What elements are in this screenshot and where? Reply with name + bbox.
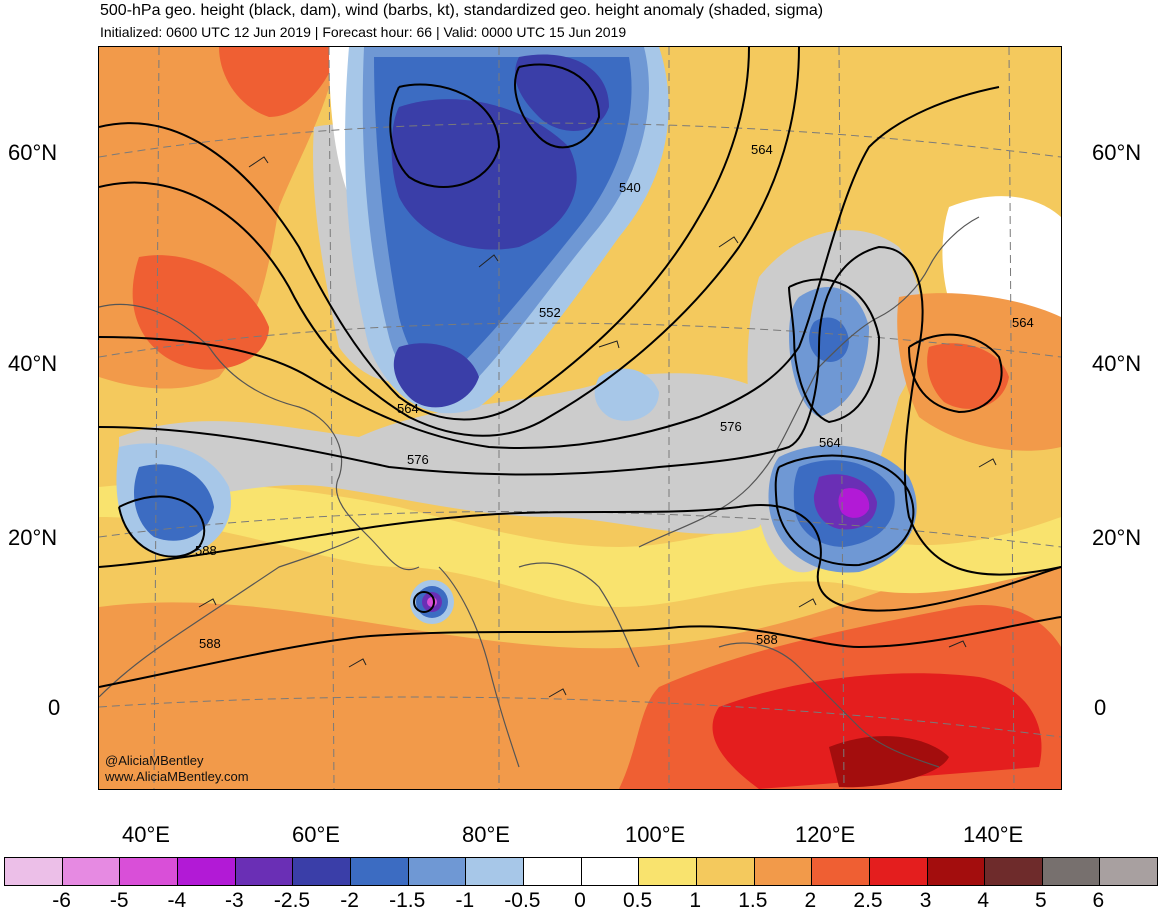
lon-label-120e: 120°E bbox=[795, 822, 856, 847]
contour-label-576-w: 576 bbox=[407, 452, 429, 467]
anomaly-region-very-strong-positive bbox=[712, 673, 1042, 789]
map-panel: 540 552 564 576 588 564 564 576 588 588 … bbox=[98, 46, 1062, 790]
colorbar-tick-label: -4 bbox=[167, 889, 187, 912]
cyclone-core bbox=[427, 597, 437, 607]
contour-label-540: 540 bbox=[619, 180, 641, 195]
colorbar-tick-label: -6 bbox=[52, 889, 71, 912]
contour-label-588-sw: 588 bbox=[199, 636, 221, 651]
lon-label-100e: 100°E bbox=[625, 822, 686, 847]
lon-label-140e: 140°E bbox=[963, 822, 1024, 847]
anomaly-region-strong-negative-s bbox=[393, 343, 479, 408]
contour-label-564-w: 564 bbox=[397, 401, 419, 416]
lat-label-0-left: 0 bbox=[48, 695, 61, 720]
colorbar-tick-label: 1 bbox=[689, 889, 702, 912]
colorbar-cell bbox=[177, 858, 236, 885]
anomaly-region-strong-positive-n bbox=[219, 47, 339, 117]
colorbar-tick-label: 0.5 bbox=[622, 889, 653, 912]
colorbar-cell bbox=[812, 858, 870, 885]
colorbar-cell bbox=[235, 858, 294, 885]
colorbar-tick-label: 1.5 bbox=[738, 889, 768, 912]
colorbar-cell bbox=[62, 858, 121, 885]
lat-label-0-right: 0 bbox=[1094, 695, 1107, 720]
lat-label-60n-left: 60°N bbox=[8, 140, 58, 165]
colorbar-cell bbox=[639, 858, 697, 885]
contour-label-576-e: 576 bbox=[720, 419, 742, 434]
colorbar-tick-label: -1.5 bbox=[389, 889, 426, 912]
lon-label-80e: 80°E bbox=[462, 822, 510, 847]
colorbar-tick-label: -3 bbox=[225, 889, 244, 912]
contour-label-564-n: 564 bbox=[751, 142, 773, 157]
map-title: 500-hPa geo. height (black, dam), wind (… bbox=[100, 2, 824, 19]
colorbar-tick-label: 2 bbox=[804, 889, 817, 912]
lat-label-40n-left: 40°N bbox=[8, 351, 58, 376]
lon-label-40e: 40°E bbox=[122, 822, 170, 847]
colorbar-tick-label: 0 bbox=[574, 889, 586, 912]
anomaly-region-strong-negative-n bbox=[515, 54, 609, 131]
colorbar-cell bbox=[120, 858, 178, 885]
colorbar-cell bbox=[293, 858, 351, 885]
lat-label-20n-right: 20°N bbox=[1092, 525, 1142, 550]
coastlines bbox=[99, 216, 980, 768]
colorbar-tick-label: -2.5 bbox=[273, 889, 311, 912]
anomaly-region-strong-negative bbox=[391, 99, 577, 250]
lat-label-20n-left: 20°N bbox=[8, 525, 58, 550]
anomaly-region-west-moderate-negative bbox=[134, 464, 214, 541]
colorbar-cell bbox=[985, 858, 1043, 885]
colorbar-tick-label: 3 bbox=[919, 889, 932, 912]
height-contours bbox=[99, 47, 1061, 688]
lat-label-40n-right: 40°N bbox=[1092, 351, 1142, 376]
anomaly-region-strong-positive-nw bbox=[132, 255, 269, 370]
contour-labels: 540 552 564 576 588 564 564 576 588 588 … bbox=[195, 142, 1034, 651]
anomaly-map: 540 552 564 576 588 564 564 576 588 588 … bbox=[99, 47, 1061, 789]
contour-label-564-ne: 564 bbox=[1012, 315, 1034, 330]
anomaly-region-ecs-core bbox=[838, 488, 870, 518]
colorbar-tick-label: -1 bbox=[455, 889, 475, 912]
anomaly-region-east-strong-positive bbox=[927, 343, 1009, 409]
colorbar-cell bbox=[1042, 858, 1101, 885]
colorbar-cell bbox=[5, 858, 63, 885]
colorbar-cell bbox=[523, 858, 582, 885]
anomaly-colorbar bbox=[4, 857, 1158, 886]
colorbar-tick-label: -2 bbox=[340, 889, 359, 912]
contour-label-564-e: 564 bbox=[819, 435, 841, 450]
contour-label-588-se: 588 bbox=[756, 632, 778, 647]
lat-label-60n-right: 60°N bbox=[1092, 140, 1142, 165]
colorbar-cell bbox=[754, 858, 813, 885]
colorbar-cell bbox=[581, 858, 640, 885]
lon-label-60e: 60°E bbox=[292, 822, 340, 847]
colorbar-cell bbox=[696, 858, 755, 885]
colorbar-tick-label: 6 bbox=[1092, 889, 1105, 912]
colorbar-tick-label: 4 bbox=[977, 889, 990, 912]
colorbar-tick-label: 2.5 bbox=[853, 889, 883, 912]
credit-handle: @AliciaMBentley bbox=[105, 753, 204, 768]
colorbar-cell bbox=[466, 858, 524, 885]
anomaly-region-tibet-negative bbox=[594, 368, 659, 421]
anomaly-region-extreme-positive bbox=[829, 736, 949, 788]
wind-barbs bbox=[198, 156, 997, 698]
map-subtitle: Initialized: 0600 UTC 12 Jun 2019 | Fore… bbox=[100, 24, 627, 40]
contour-label-588-w: 588 bbox=[195, 543, 217, 558]
colorbar-cell bbox=[927, 858, 986, 885]
credit-website: www.AliciaMBentley.com bbox=[105, 769, 249, 784]
anomaly-region-weak-positive bbox=[99, 483, 1061, 607]
colorbar-tick-label: -0.5 bbox=[504, 889, 541, 912]
contour-label-552: 552 bbox=[539, 305, 561, 320]
colorbar-tick-label: 5 bbox=[1034, 889, 1047, 912]
colorbar-cell bbox=[869, 858, 928, 885]
colorbar-cell bbox=[350, 858, 409, 885]
colorbar-tick-label: -5 bbox=[109, 889, 129, 912]
colorbar-cell bbox=[1100, 858, 1158, 885]
colorbar-cell bbox=[408, 858, 467, 885]
